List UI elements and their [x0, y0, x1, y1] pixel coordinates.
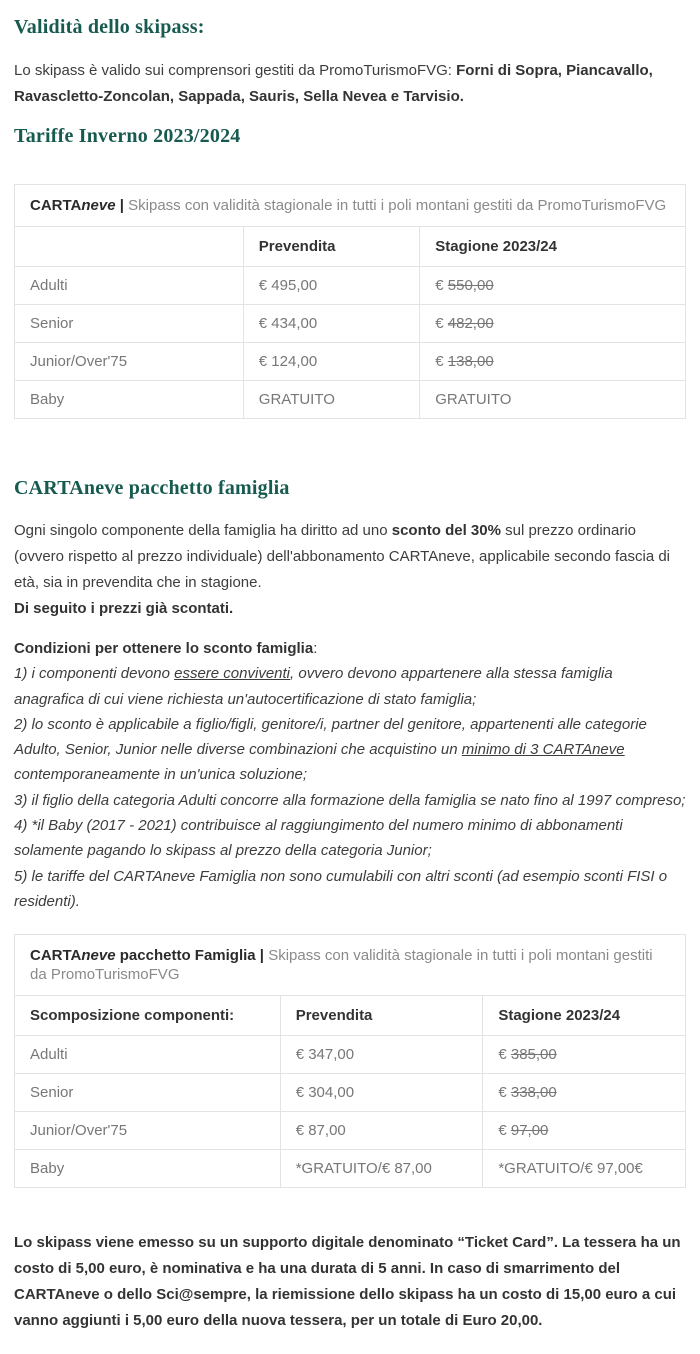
- condition-2-underlined: minimo di 3 CARTAneve: [461, 741, 625, 759]
- prevendita-cell: € 347,00: [279, 1035, 484, 1075]
- conditions-block: Condizioni per ottenere lo sconto famigl…: [14, 636, 686, 914]
- family-text-post: sul prezzo ordinario (ovvero rispetto al…: [14, 522, 671, 591]
- table-subtitle: Skipass con validità stagionale in tutti…: [30, 947, 653, 984]
- conditions-title-line: Condizioni per ottenere lo sconto famigl…: [14, 636, 686, 661]
- category-cell: Junior/Over'75: [14, 1111, 281, 1151]
- struck-price: 385,00: [510, 1046, 557, 1064]
- conditions-title: Condizioni per ottenere lo sconto famigl…: [14, 640, 314, 657]
- price-prefix: €: [498, 1084, 511, 1102]
- prevendita-cell: *GRATUITO/€ 87,00: [279, 1149, 484, 1189]
- tariffs-heading: Tariffe Inverno 2023/2024: [14, 125, 241, 147]
- brand-text: CARTA: [30, 947, 82, 965]
- column-header-prevendita: Prevendita: [242, 226, 421, 267]
- table-row: Senior € 434,00 € 482,00: [14, 304, 686, 343]
- price-prefix: €: [498, 1046, 511, 1064]
- conditions-colon: :: [313, 640, 318, 657]
- category-cell: Baby: [14, 1149, 281, 1189]
- ticket-card-paragraph: Lo skipass viene emesso su un supporto d…: [14, 1234, 681, 1330]
- stagione-cell: € 338,00: [482, 1073, 686, 1113]
- price-prefix: €: [435, 277, 448, 294]
- prevendita-cell: € 304,00: [279, 1073, 484, 1113]
- column-header-row: Prevendita Stagione 2023/24: [14, 226, 686, 267]
- discount-highlight: sconto del 30%: [391, 522, 501, 539]
- price-prefix: *GRATUITO/€ 97,00€: [498, 1160, 643, 1178]
- table-title-cell: CARTAneve pacchetto Famiglia | Skipass c…: [14, 934, 686, 997]
- struck-price: 482,00: [447, 315, 494, 332]
- condition-2-post: contemporaneamente in un'unica soluzione…: [14, 766, 308, 784]
- column-header-empty: [14, 226, 244, 267]
- stagione-cell: € 482,00: [419, 304, 686, 343]
- stagione-cell: € 385,00: [482, 1035, 686, 1075]
- column-header-components: Scomposizione componenti:: [14, 995, 281, 1037]
- condition-1-pre: 1) i componenti devono: [14, 665, 175, 683]
- condition-item-3: 3) il figlio della categoria Adulti conc…: [14, 791, 686, 809]
- price-prefix: GRATUITO: [435, 391, 512, 408]
- table-row: Baby *GRATUITO/€ 87,00 *GRATUITO/€ 97,00…: [14, 1149, 686, 1189]
- family-package-price-table: CARTAneve pacchetto Famiglia | Skipass c…: [14, 934, 686, 1189]
- intro-paragraph: Lo skipass è valido sui comprensori gest…: [14, 58, 686, 110]
- family-package-heading: CARTAneve pacchetto famiglia: [14, 477, 290, 499]
- category-cell: Baby: [14, 380, 244, 419]
- table-row: Junior/Over'75 € 124,00 € 138,00: [14, 342, 686, 381]
- category-cell: Adulti: [14, 1035, 281, 1075]
- stagione-cell: € 550,00: [419, 266, 686, 305]
- prevendita-cell: € 87,00: [279, 1111, 484, 1151]
- column-header-stagione: Stagione 2023/24: [482, 995, 686, 1037]
- prevendita-cell: € 495,00: [242, 266, 421, 305]
- column-header-row: Scomposizione componenti: Prevendita Sta…: [14, 995, 686, 1037]
- struck-price: 97,00: [510, 1122, 549, 1140]
- stagione-cell: GRATUITO: [419, 380, 686, 419]
- table-row: Junior/Over'75 € 87,00 € 97,00: [14, 1111, 686, 1151]
- prevendita-cell: € 124,00: [242, 342, 421, 381]
- stagione-cell: € 138,00: [419, 342, 686, 381]
- column-header-stagione: Stagione 2023/24: [419, 226, 686, 267]
- family-paragraph: Ogni singolo componente della famiglia h…: [14, 518, 686, 622]
- struck-price: 338,00: [510, 1084, 557, 1102]
- column-header-prevendita: Prevendita: [279, 995, 484, 1037]
- table-row: Senior € 304,00 € 338,00: [14, 1073, 686, 1113]
- discounted-prices-note: Di seguito i prezzi già scontati.: [14, 600, 234, 617]
- category-cell: Junior/Over'75: [14, 342, 244, 381]
- condition-1-post: , ovvero devono appartenere alla stessa …: [14, 665, 613, 708]
- price-prefix: €: [498, 1122, 511, 1140]
- table-title-cell: CARTAneve | Skipass con validità stagion…: [14, 184, 686, 227]
- title-separator: |: [255, 947, 269, 965]
- table-title-row: CARTAneve pacchetto Famiglia | Skipass c…: [14, 934, 686, 997]
- category-cell: Senior: [14, 304, 244, 343]
- price-prefix: €: [435, 315, 448, 332]
- prevendita-cell: € 434,00: [242, 304, 421, 343]
- condition-item-5: 5) le tariffe del CARTAneve Famiglia non…: [14, 867, 668, 910]
- table-subtitle: Skipass con validità stagionale in tutti…: [128, 197, 667, 214]
- stagione-cell: € 97,00: [482, 1111, 686, 1151]
- table-row: Adulti € 495,00 € 550,00: [14, 266, 686, 305]
- condition-1-underlined: essere conviventi: [174, 665, 291, 683]
- brand-suffix-text: pacchetto Famiglia: [115, 947, 256, 965]
- brand-italic-text: neve: [81, 197, 116, 214]
- category-cell: Adulti: [14, 266, 244, 305]
- stagione-cell: *GRATUITO/€ 97,00€: [482, 1149, 686, 1189]
- condition-2-pre: 2) lo sconto è applicabile a figlio/figl…: [14, 715, 647, 759]
- intro-text: Lo skipass è valido sui comprensori gest…: [14, 62, 457, 79]
- condition-item-2: 2) lo sconto è applicabile a figlio/figl…: [14, 712, 686, 788]
- table-title-row: CARTAneve | Skipass con validità stagion…: [14, 184, 686, 227]
- title-separator: |: [115, 197, 129, 214]
- cartaneve-price-table: CARTAneve | Skipass con validità stagion…: [14, 184, 686, 419]
- table-row: Adulti € 347,00 € 385,00: [14, 1035, 686, 1075]
- struck-price: 550,00: [447, 277, 494, 294]
- price-prefix: €: [435, 353, 448, 370]
- table-row: Baby GRATUITO GRATUITO: [14, 380, 686, 419]
- validity-heading: Validità dello skipass:: [14, 16, 205, 38]
- intro-resorts-list: Forni di Sopra, Piancavallo, Ravascletto…: [14, 62, 653, 105]
- family-text-pre: Ogni singolo componente della famiglia h…: [14, 522, 392, 539]
- brand-text: CARTA: [30, 197, 82, 214]
- category-cell: Senior: [14, 1073, 281, 1113]
- prevendita-cell: GRATUITO: [242, 380, 421, 419]
- struck-price: 138,00: [447, 353, 494, 370]
- brand-italic-text: neve: [81, 947, 116, 965]
- condition-item-1: 1) i componenti devono essere conviventi…: [14, 661, 686, 712]
- condition-item-4: 4) *il Baby (2017 - 2021) contribuisce a…: [14, 817, 623, 860]
